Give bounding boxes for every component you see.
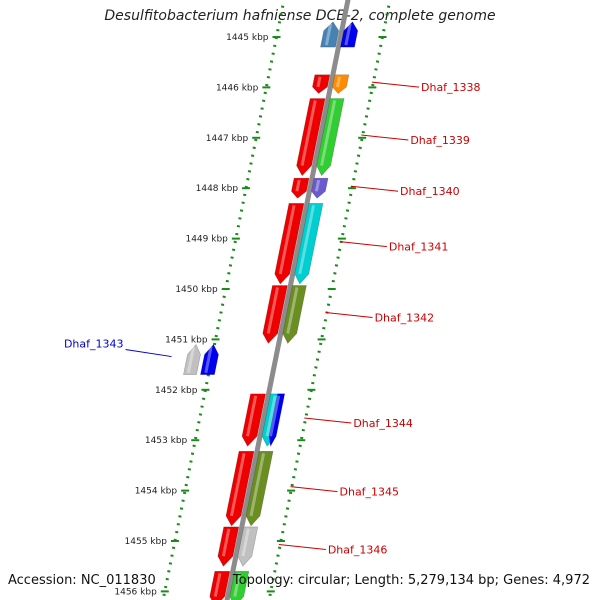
kbp-label: 1445 kbp [226, 33, 269, 43]
gene-highlight [295, 179, 301, 192]
gene-label-dhaf_1345[interactable]: Dhaf_1345 [340, 486, 400, 499]
gene-highlight [204, 346, 213, 373]
ruler-right [267, 0, 392, 600]
gene-highlight [335, 76, 341, 88]
kbp-label: 1450 kbp [175, 285, 218, 295]
kbp-label: 1452 kbp [155, 386, 198, 396]
gene-label-dhaf_1343[interactable]: Dhaf_1343 [64, 338, 124, 351]
kbp-label: 1455 kbp [125, 537, 168, 547]
gene-label-dhaf_1339[interactable]: Dhaf_1339 [410, 134, 470, 147]
gene-highlight [278, 205, 296, 275]
gene-arrow[interactable] [183, 343, 201, 375]
ruler-left-dots [161, 0, 286, 600]
gene-arrow[interactable] [311, 177, 329, 199]
gene-arrow[interactable] [225, 450, 255, 527]
gene-highlight [300, 100, 317, 166]
gene-labels[interactable]: Dhaf_1338 Dhaf_1339 Dhaf_1340 Dhaf_1341 Dhaf… [64, 81, 481, 556]
gene-label-dhaf_1340[interactable]: Dhaf_1340 [400, 185, 460, 198]
gene-highlight [314, 179, 321, 192]
gene-arrow[interactable] [296, 98, 326, 177]
kbp-label: 1448 kbp [196, 184, 239, 194]
gene-arrow[interactable] [229, 570, 250, 600]
gene-highlight [320, 100, 337, 166]
gene-highlight [324, 23, 333, 46]
kbp-label: 1456 kbp [114, 587, 157, 597]
gene-arrow[interactable] [237, 526, 259, 567]
gene-arrow[interactable] [268, 393, 285, 448]
gene-arrow[interactable] [340, 21, 359, 48]
kbp-label: 1447 kbp [206, 134, 249, 144]
gene-arrow[interactable] [312, 74, 331, 94]
gene-features[interactable] [183, 21, 359, 600]
genome-backbone [224, 0, 351, 600]
gene-highlight [344, 23, 352, 46]
ruler-left [161, 0, 286, 600]
gene-arrow[interactable] [209, 570, 231, 600]
accession-text: Accession: NC_011830 [8, 573, 156, 588]
kbp-label: 1451 kbp [165, 335, 208, 345]
gene-highlight [186, 346, 196, 373]
gene-arrow[interactable] [217, 526, 240, 567]
gene-arrow[interactable] [320, 21, 340, 48]
kbp-tick-labels: 1445 kbp 1446 kbp 1447 kbp 1448 kbp 1449 kbp… [114, 33, 387, 597]
gene-label-dhaf_1338[interactable]: Dhaf_1338 [421, 81, 481, 94]
gene-highlight [269, 395, 281, 437]
kbp-label: 1446 kbp [216, 83, 259, 93]
label-leader-line [304, 417, 352, 424]
kbp-label: 1454 kbp [135, 487, 178, 497]
map-title: Desulfitobacterium hafniense DCB-2, comp… [104, 8, 496, 24]
gene-highlight [316, 76, 322, 88]
gene-highlight [249, 452, 266, 517]
label-leader-line [278, 544, 326, 551]
label-leader-line [350, 185, 399, 192]
gene-label-dhaf_1341[interactable]: Dhaf_1341 [389, 241, 449, 254]
backbone-line [224, 0, 351, 600]
label-leader-line [361, 134, 409, 141]
gene-arrow[interactable] [245, 450, 274, 527]
kbp-label: 1453 kbp [145, 436, 188, 446]
gene-arrow[interactable] [294, 203, 324, 285]
gene-arrow[interactable] [262, 285, 288, 344]
genome-summary-text: Topology: circular; Length: 5,279,134 bp… [232, 573, 590, 588]
gene-arrow[interactable] [200, 343, 219, 375]
gene-arrow[interactable] [274, 203, 305, 285]
gene-arrow[interactable] [332, 74, 350, 94]
gene-highlight [298, 205, 316, 275]
gene-label-dhaf_1344[interactable]: Dhaf_1344 [353, 417, 413, 430]
gene-arrow[interactable] [316, 98, 345, 177]
gene-highlight [230, 452, 246, 517]
gene-highlight [213, 572, 222, 597]
kbp-label: 1449 kbp [185, 235, 228, 245]
gene-highlight [241, 528, 250, 557]
gene-label-dhaf_1342[interactable]: Dhaf_1342 [375, 311, 435, 324]
label-leader-line [325, 311, 373, 318]
gene-highlight [266, 287, 280, 334]
gene-label-dhaf_1346[interactable]: Dhaf_1346 [328, 544, 388, 557]
gene-highlight [286, 287, 299, 334]
gene-arrow[interactable] [282, 285, 307, 344]
gene-arrow[interactable] [291, 177, 310, 199]
gene-highlight [221, 528, 231, 557]
label-leader-line [290, 486, 338, 493]
gene-arrow[interactable] [241, 393, 266, 447]
label-leader-line [339, 241, 387, 248]
ruler-right-dots [267, 0, 392, 600]
gene-highlight [233, 572, 241, 597]
gene-highlight [265, 395, 277, 437]
label-leader-line [371, 81, 420, 88]
label-leader-line [125, 349, 172, 358]
gene-highlight [246, 395, 258, 437]
